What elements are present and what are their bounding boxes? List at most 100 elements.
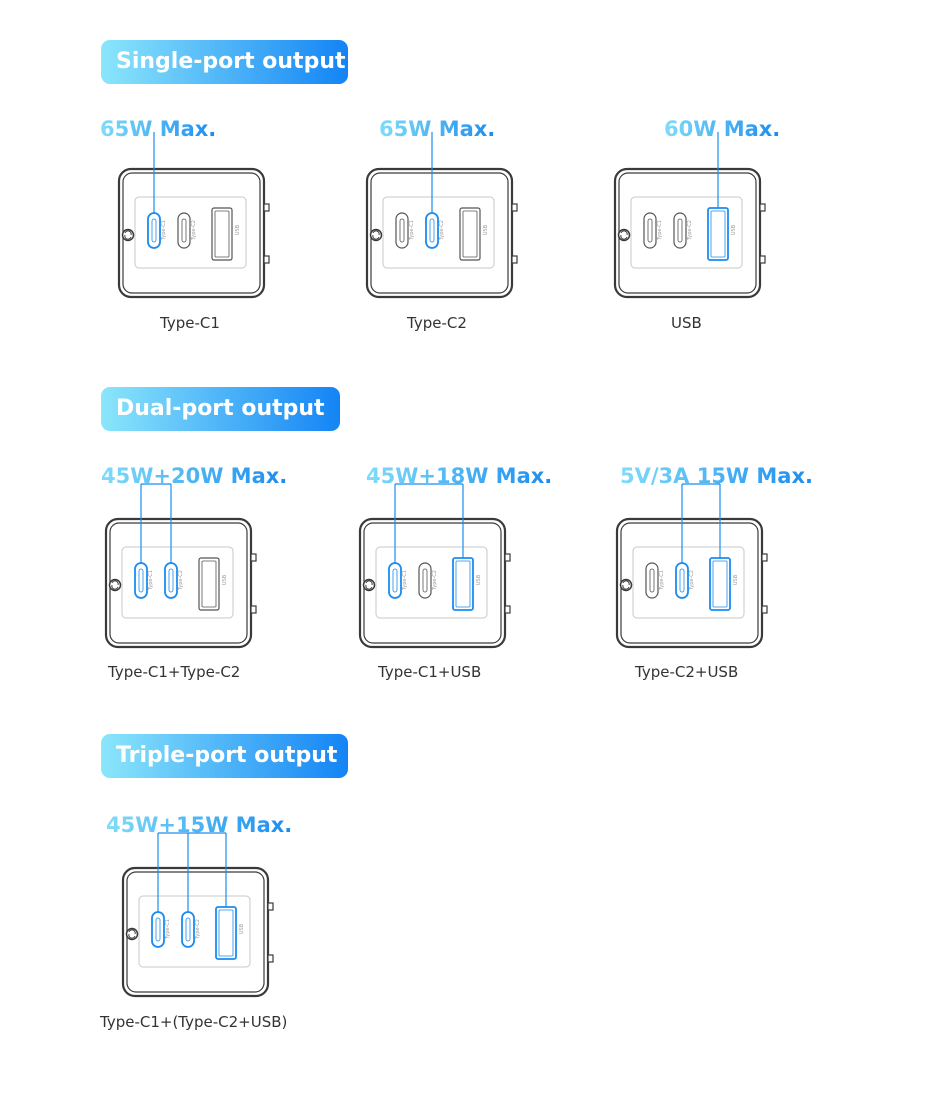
charger-diagram: Type-C1 Type-C2 USB [615,483,768,649]
usb-a-port-inner [201,560,217,608]
usb-a-port-inner [712,560,728,608]
usb-a-port-inner [455,560,471,608]
port-label: Type-C2 [439,220,445,241]
usb-c-port-tongue [168,568,174,593]
wattage-label: 65W Max. [100,117,217,141]
screw-icon [128,929,136,939]
charger-diagram: Type-C1 Type-C2 USB [117,132,270,299]
port-label: Type-C1 [657,220,663,241]
usb-c-port-tongue [399,218,405,243]
charger-outline [358,517,507,649]
screw-icon [111,580,119,590]
port-label: Type-C2 [432,570,438,591]
port-label: USB [239,923,245,934]
plug-tab [250,553,257,562]
plug-tab [504,605,511,614]
port-caption: Type-C2+USB [635,663,739,681]
charger-diagram: Type-C1 Type-C2 USB [104,483,257,649]
usb-c-port [151,911,165,948]
usb-c-port-tongue [392,568,398,593]
port-label: Type-C1 [148,570,154,591]
charger-diagram: Type-C1 Type-C2 USB [121,832,274,998]
port-panel [630,196,743,269]
section-heading-dual: Dual-port output [101,387,340,431]
charger-diagram: Type-C1 Type-C2 USB [365,132,518,299]
port-panel [138,895,251,968]
port-panel [632,546,745,619]
usb-a-port [459,207,481,261]
charger-outline [117,167,266,299]
port-label: USB [731,224,737,235]
port-label: Type-C1 [161,220,167,241]
usb-c-port-tongue [429,218,435,243]
screw-icon [622,580,630,590]
plug-tab [504,553,511,562]
port-panel [382,196,495,269]
charger-outline [121,866,270,998]
usb-c-port-tongue [185,917,191,942]
plug-tab [759,203,766,212]
plug-tab [250,605,257,614]
plug-tab [761,553,768,562]
charger-outline [615,517,764,649]
usb-c-port-tongue [138,568,144,593]
usb-c-port-tongue [677,218,683,243]
plug-tab [761,605,768,614]
port-panel [134,196,247,269]
port-label: USB [476,574,482,585]
usb-c-port [675,562,689,599]
usb-c-port-tongue [155,917,161,942]
usb-c-port-tongue [649,568,655,593]
usb-c-port [134,562,148,599]
usb-c-port [425,212,439,249]
screw-icon [124,230,132,240]
usb-c-port [181,911,195,948]
screw-icon [365,580,373,590]
port-label: Type-C2 [687,220,693,241]
port-label: Type-C1 [165,919,171,940]
port-caption: USB [671,314,702,332]
plug-tab [267,954,274,963]
port-label: USB [483,224,489,235]
port-caption: Type-C2 [407,314,467,332]
port-caption: Type-C1 [160,314,220,332]
section-heading-triple: Triple-port output [101,734,348,778]
port-label: USB [733,574,739,585]
port-caption: Type-C1+Type-C2 [108,663,241,681]
port-label: Type-C2 [689,570,695,591]
usb-c-port-tongue [181,218,187,243]
port-label: Type-C2 [195,919,201,940]
section-heading-single: Single-port output [101,40,348,84]
usb-c-port [643,212,657,249]
usb-a-port [198,557,220,611]
port-label: Type-C1 [402,570,408,591]
usb-a-port-inner [218,909,234,957]
usb-c-port-tongue [151,218,157,243]
usb-c-port [418,562,432,599]
usb-a-port [211,207,233,261]
plug-tab [263,255,270,264]
usb-c-port [147,212,161,249]
port-label: USB [222,574,228,585]
usb-c-port-tongue [679,568,685,593]
port-label: USB [235,224,241,235]
charger-diagram: Type-C1 Type-C2 USB [613,132,766,299]
usb-c-port [388,562,402,599]
screw-icon [620,230,628,240]
port-panel [121,546,234,619]
usb-c-port [177,212,191,249]
usb-a-port-inner [214,210,230,258]
wattage-label: 45W+20W Max. [101,464,288,488]
plug-tab [263,203,270,212]
plug-tab [759,255,766,264]
usb-c-port [645,562,659,599]
port-label: Type-C2 [191,220,197,241]
port-caption: Type-C1+USB [378,663,482,681]
port-label: Type-C2 [178,570,184,591]
port-caption: Type-C1+(Type-C2+USB) [100,1013,288,1031]
usb-c-port [673,212,687,249]
charger-diagram: Type-C1 Type-C2 USB [358,483,511,649]
charger-outline [365,167,514,299]
plug-tab [511,255,518,264]
